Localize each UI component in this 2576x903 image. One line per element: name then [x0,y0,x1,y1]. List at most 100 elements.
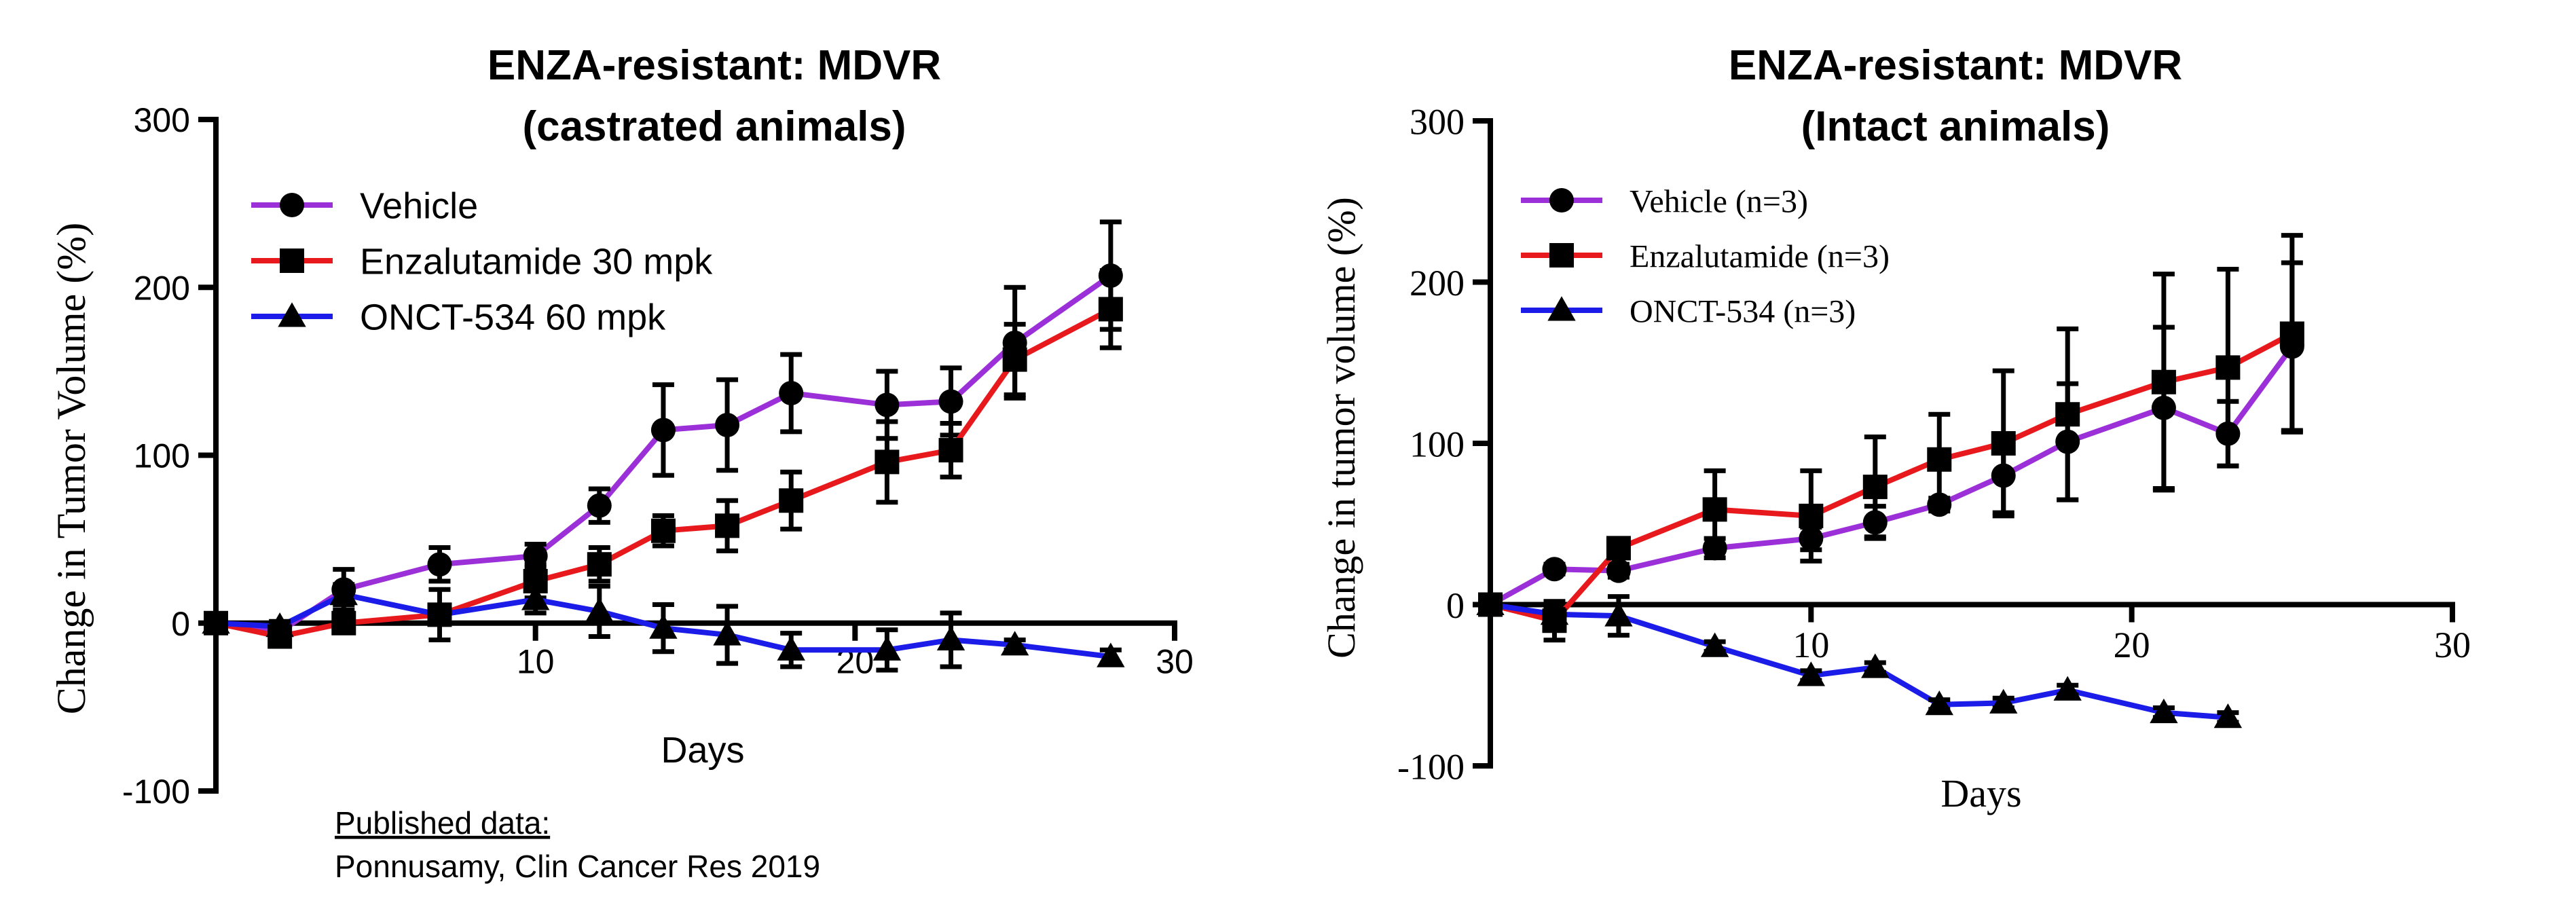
data-point [1991,463,2016,488]
legend-item: ONCT-534 60 mpk [251,297,666,337]
data-point [425,600,454,625]
legend-label: Vehicle (n=3) [1630,183,1808,219]
x-tick-label: 30 [2434,625,2471,665]
data-point [1606,536,1631,561]
data-point [2055,429,2080,454]
x-tick-label: 10 [517,642,555,680]
citation-text: Ponnusamy, Clin Cancer Res 2019 [335,849,820,884]
x-tick-label: 30 [1156,642,1194,680]
y-tick-label: 300 [134,101,190,139]
data-point [587,552,612,577]
data-point [1989,688,2018,714]
markers-triangle [202,580,1125,667]
data-point [1000,631,1029,656]
data-point [1098,263,1123,288]
chart-title: ENZA-resistant: MDVR [487,42,941,89]
legend-item: ONCT-534 (n=3) [1521,293,1856,329]
data-point [872,635,902,661]
data-point [2213,703,2243,729]
data-point [1799,526,1824,551]
x-tick-label: 20 [2114,625,2150,665]
legend: Vehicle Enzalutamide 30 mpk ONCT-534 60 mp… [251,185,713,337]
markers-square [1478,321,2304,633]
data-point [938,438,963,463]
x-tick-label: 10 [1792,625,1829,665]
data-point [1799,503,1824,528]
data-point [1476,590,1505,616]
legend-label: Enzalutamide 30 mpk [360,241,713,282]
legend: Vehicle (n=3) Enzalutamide (n=3) ONCT-534 … [1521,183,1890,329]
data-point [2150,698,2178,724]
data-point [779,381,804,406]
data-point [1702,497,1727,522]
legend-label: Vehicle [360,185,478,226]
chart-castrated: ENZA-resistant: MDVR (castrated animals)… [49,42,1194,811]
data-point [777,635,805,661]
citation: Published data: Ponnusamy, Clin Cancer R… [335,805,820,884]
data-point [523,543,548,568]
y-tick-label: 200 [134,269,190,307]
data-point [1098,297,1123,322]
data-point [2151,395,2176,420]
chart-intact: ENZA-resistant: MDVR (Intact animals) Da… [1319,42,2471,815]
data-point [1542,557,1567,582]
series-layer [202,219,1125,673]
legend-label: ONCT-534 (n=3) [1630,293,1856,329]
data-point [650,518,676,543]
legend-marker [280,193,304,217]
data-point [2053,676,2082,701]
legend-marker [278,302,306,327]
data-point [587,493,612,518]
data-point [1927,447,1952,472]
data-point [715,513,740,538]
data-point [1604,602,1633,627]
data-point [938,389,963,414]
data-point [1540,600,1569,625]
legend-item: Enzalutamide 30 mpk [251,241,713,282]
y-tick-label: -100 [1397,746,1465,787]
data-point [1702,536,1727,561]
data-point [2151,369,2176,394]
data-point [427,552,452,577]
y-axis-label: Change in Tumor Volume (%) [49,223,94,714]
legend-item: Vehicle (n=3) [1521,183,1808,219]
chart-title: ENZA-resistant: MDVR [1729,42,2182,89]
y-tick-label: 200 [1410,263,1465,303]
citation-label: Published data: [335,805,550,841]
data-point [331,610,356,635]
data-point [1925,690,1953,716]
data-point [1991,431,2016,456]
x-axis-label: Days [661,730,744,771]
legend-marker [1547,296,1576,321]
legend-label: ONCT-534 60 mpk [360,297,666,337]
data-point [1861,653,1890,678]
data-point [1927,492,1952,517]
series-layer [1476,233,2304,729]
data-point [1700,632,1729,657]
data-point [713,621,741,646]
y-tick-label: 100 [1410,424,1465,464]
data-point [329,580,358,606]
data-point [265,612,294,638]
data-point [2055,402,2080,427]
data-point [2279,321,2304,346]
data-point [1002,347,1027,372]
y-tick-label: -100 [122,773,190,811]
data-point [1862,475,1888,500]
chart-subtitle: (Intact animals) [1801,103,2110,150]
y-tick-label: 0 [1446,585,1465,626]
y-tick-label: 0 [171,605,190,643]
data-point [779,488,804,513]
data-point [1606,558,1631,583]
legend-item: Enzalutamide (n=3) [1521,238,1890,274]
data-point [521,585,550,610]
data-point [649,614,678,639]
x-axis-label: Days [1940,771,2021,815]
markers-triangle [1476,590,2243,729]
y-tick-label: 100 [134,437,190,475]
data-point [875,392,900,418]
data-point [936,625,965,650]
data-point [715,412,740,437]
